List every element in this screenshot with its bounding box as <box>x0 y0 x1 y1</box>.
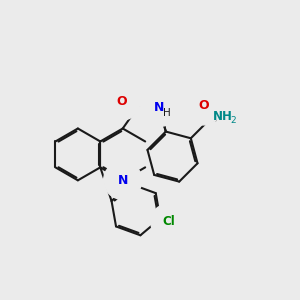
Circle shape <box>103 82 141 120</box>
Text: N: N <box>118 174 128 187</box>
Circle shape <box>151 204 187 240</box>
Text: Cl: Cl <box>162 215 175 228</box>
Circle shape <box>217 110 233 126</box>
Circle shape <box>104 161 142 200</box>
Circle shape <box>140 88 178 127</box>
Text: 2: 2 <box>230 116 236 124</box>
Text: H: H <box>163 108 171 118</box>
Text: O: O <box>116 94 127 107</box>
Text: O: O <box>198 99 209 112</box>
Text: NH: NH <box>213 110 233 123</box>
Circle shape <box>184 87 223 125</box>
Text: N: N <box>154 101 164 114</box>
